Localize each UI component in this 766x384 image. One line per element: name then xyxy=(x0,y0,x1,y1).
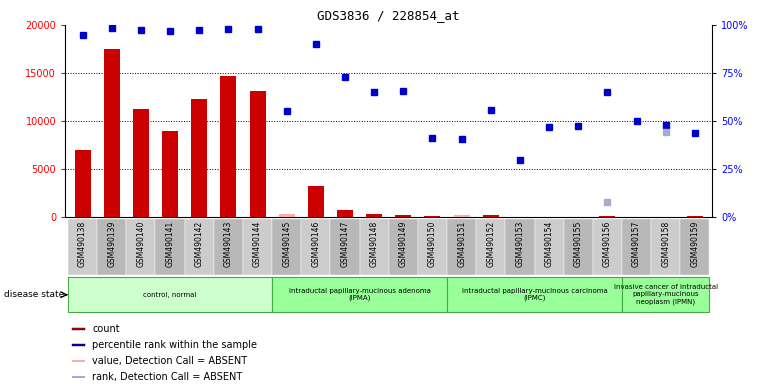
Bar xyxy=(506,219,535,275)
Text: GSM490154: GSM490154 xyxy=(545,220,554,267)
Bar xyxy=(622,277,709,312)
Bar xyxy=(453,215,470,217)
Text: value, Detection Call = ABSENT: value, Detection Call = ABSENT xyxy=(92,356,247,366)
Bar xyxy=(600,216,615,217)
Title: GDS3836 / 228854_at: GDS3836 / 228854_at xyxy=(317,9,460,22)
Text: GSM490138: GSM490138 xyxy=(78,220,87,267)
Text: disease state: disease state xyxy=(4,290,64,299)
Text: GSM490153: GSM490153 xyxy=(516,220,525,267)
Bar xyxy=(71,360,84,362)
Bar xyxy=(593,219,622,275)
Bar xyxy=(337,210,353,217)
Bar xyxy=(250,91,266,217)
Bar xyxy=(103,49,119,217)
Bar xyxy=(687,216,703,217)
Bar xyxy=(535,219,564,275)
Bar xyxy=(68,219,97,275)
Bar xyxy=(162,131,178,217)
Bar xyxy=(395,215,411,217)
Text: GSM490149: GSM490149 xyxy=(399,220,408,267)
Bar xyxy=(359,219,388,275)
Bar xyxy=(71,328,84,330)
Text: GSM490158: GSM490158 xyxy=(661,220,670,267)
Text: GSM490139: GSM490139 xyxy=(107,220,116,267)
Text: GSM490155: GSM490155 xyxy=(574,220,583,267)
Bar xyxy=(71,376,84,378)
Bar xyxy=(272,277,447,312)
Bar xyxy=(214,219,243,275)
Bar xyxy=(133,109,149,217)
Bar xyxy=(476,219,506,275)
Bar xyxy=(447,277,622,312)
Bar xyxy=(185,219,214,275)
Bar xyxy=(279,214,295,217)
Bar xyxy=(243,219,272,275)
Text: invasive cancer of intraductal
papillary-mucinous
neoplasm (IPMN): invasive cancer of intraductal papillary… xyxy=(614,285,718,305)
Bar xyxy=(388,219,418,275)
Bar xyxy=(424,216,440,217)
Text: rank, Detection Call = ABSENT: rank, Detection Call = ABSENT xyxy=(92,372,243,382)
Bar xyxy=(272,219,301,275)
Bar xyxy=(68,277,272,312)
Bar xyxy=(330,219,359,275)
Text: GSM490151: GSM490151 xyxy=(457,220,466,267)
Bar xyxy=(680,219,709,275)
Bar xyxy=(192,99,208,217)
Text: GSM490157: GSM490157 xyxy=(632,220,641,267)
Bar xyxy=(564,219,593,275)
Text: intraductal papillary-mucinous adenoma
(IPMA): intraductal papillary-mucinous adenoma (… xyxy=(289,288,430,301)
Text: count: count xyxy=(92,324,120,334)
Text: GSM490148: GSM490148 xyxy=(370,220,378,267)
Bar xyxy=(447,219,476,275)
Text: control, normal: control, normal xyxy=(143,292,197,298)
Bar xyxy=(418,219,447,275)
Bar xyxy=(308,186,324,217)
Bar xyxy=(301,219,330,275)
Text: GSM490152: GSM490152 xyxy=(486,220,496,267)
Text: GSM490147: GSM490147 xyxy=(341,220,349,267)
Bar xyxy=(155,219,185,275)
Text: GSM490142: GSM490142 xyxy=(195,220,204,267)
Bar xyxy=(366,214,382,217)
Text: GSM490150: GSM490150 xyxy=(428,220,437,267)
Bar xyxy=(74,150,90,217)
Bar xyxy=(651,219,680,275)
Bar xyxy=(126,219,155,275)
Bar xyxy=(71,344,84,346)
Text: GSM490145: GSM490145 xyxy=(282,220,291,267)
Text: percentile rank within the sample: percentile rank within the sample xyxy=(92,340,257,350)
Text: GSM490159: GSM490159 xyxy=(690,220,699,267)
Bar xyxy=(483,215,499,217)
Bar xyxy=(97,219,126,275)
Text: GSM490146: GSM490146 xyxy=(311,220,320,267)
Text: GSM490156: GSM490156 xyxy=(603,220,612,267)
Text: GSM490144: GSM490144 xyxy=(253,220,262,267)
Text: intraductal papillary-mucinous carcinoma
(IPMC): intraductal papillary-mucinous carcinoma… xyxy=(462,288,607,301)
Text: GSM490140: GSM490140 xyxy=(136,220,146,267)
Text: GSM490143: GSM490143 xyxy=(224,220,233,267)
Bar xyxy=(622,219,651,275)
Bar xyxy=(221,76,237,217)
Text: GSM490141: GSM490141 xyxy=(165,220,175,267)
